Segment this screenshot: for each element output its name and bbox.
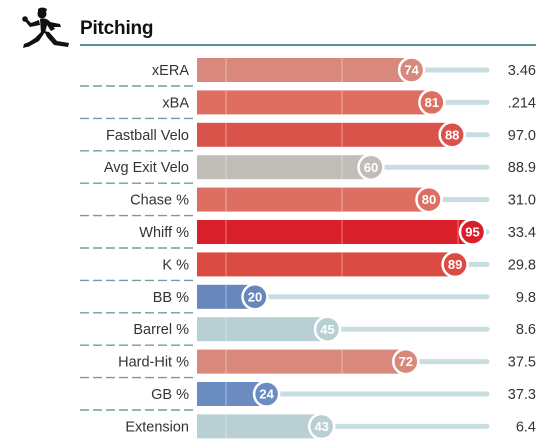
- percentile-label-chase-pct: 80: [422, 192, 436, 207]
- stat-value-xba: .214: [508, 95, 536, 111]
- metric-label-avg-exit-velo: Avg Exit Velo: [104, 160, 189, 176]
- stat-value-gb-pct: 37.3: [508, 387, 536, 403]
- percentile-badge-xba: [418, 88, 446, 117]
- stat-value-k-pct: 29.8: [508, 257, 536, 273]
- percentile-bar-k-pct: [197, 252, 456, 277]
- percentile-badge-bb-pct: [241, 283, 269, 311]
- metric-label-xba: xBA: [162, 95, 189, 111]
- metric-label-extension: Extension: [125, 419, 189, 435]
- percentile-badge-avg-exit-velo: [357, 153, 385, 181]
- metric-label-whiff-pct: Whiff %: [139, 225, 189, 241]
- header: Pitching: [0, 0, 553, 52]
- metric-label-fastball-velo: Fastball Velo: [106, 128, 189, 144]
- percentile-label-extension: 43: [314, 419, 328, 434]
- stat-value-bb-pct: 9.8: [516, 290, 536, 306]
- percentile-label-k-pct: 89: [448, 257, 462, 272]
- percentile-bar-xera: [197, 58, 412, 82]
- metric-label-hard-hit-pct: Hard-Hit %: [118, 355, 189, 371]
- percentile-badge-gb-pct: [252, 380, 281, 408]
- percentile-label-fastball-velo: 88: [445, 127, 459, 142]
- percentile-label-whiff-pct: 95: [465, 225, 479, 240]
- page-title: Pitching: [80, 18, 154, 39]
- stat-value-fastball-velo: 97.0: [508, 128, 536, 144]
- percentile-label-avg-exit-velo: 60: [364, 160, 378, 175]
- metric-label-gb-pct: GB %: [151, 387, 189, 403]
- percentile-label-xera: 74: [404, 63, 419, 78]
- percentile-label-xba: 81: [425, 95, 439, 110]
- percentile-bar-barrel-pct: [197, 317, 328, 342]
- percentile-label-gb-pct: 24: [259, 387, 274, 402]
- percentile-label-bb-pct: 20: [248, 289, 262, 304]
- metric-label-barrel-pct: Barrel %: [133, 322, 189, 338]
- stat-value-xera: 3.46: [508, 63, 536, 79]
- metric-label-k-pct: K %: [162, 257, 189, 273]
- percentile-bar-fastball-velo: [197, 122, 453, 147]
- stat-value-extension: 6.4: [516, 419, 536, 435]
- stat-value-avg-exit-velo: 88.9: [508, 160, 536, 176]
- pitcher-silhouette-icon: [22, 7, 69, 48]
- metric-label-chase-pct: Chase %: [130, 193, 189, 209]
- percentile-label-hard-hit-pct: 72: [399, 354, 413, 369]
- percentile-label-barrel-pct: 45: [320, 322, 334, 337]
- stat-value-hard-hit-pct: 37.5: [508, 355, 536, 371]
- percentile-bar-chase-pct: [197, 187, 429, 212]
- percentile-chart: 74 xERA 3.46 81 xBA .214 88 Fastball Velo 97.0 60…: [80, 56, 536, 441]
- percentile-badge-xera: [397, 56, 426, 84]
- metric-label-xera: xERA: [152, 63, 189, 79]
- metric-label-bb-pct: BB %: [153, 290, 189, 306]
- percentile-badge-barrel-pct: [313, 315, 342, 343]
- percentile-badge-extension: [307, 412, 336, 441]
- percentile-bar-xba: [197, 90, 432, 115]
- percentile-badge-chase-pct: [415, 185, 443, 214]
- percentile-bar-whiff-pct: [197, 220, 473, 244]
- percentile-bar-avg-exit-velo: [197, 155, 371, 180]
- stat-value-chase-pct: 31.0: [508, 193, 536, 209]
- percentile-bar-hard-hit-pct: [197, 349, 406, 374]
- percentile-bar-extension: [197, 414, 322, 439]
- stat-value-barrel-pct: 8.6: [516, 322, 536, 338]
- title-divider: [80, 44, 536, 46]
- percentile-badge-k-pct: [441, 250, 469, 279]
- percentile-badge-whiff-pct: [458, 218, 487, 246]
- stat-value-whiff-pct: 33.4: [508, 225, 536, 241]
- percentile-badge-hard-hit-pct: [392, 347, 420, 376]
- percentile-badge-fastball-velo: [438, 121, 466, 149]
